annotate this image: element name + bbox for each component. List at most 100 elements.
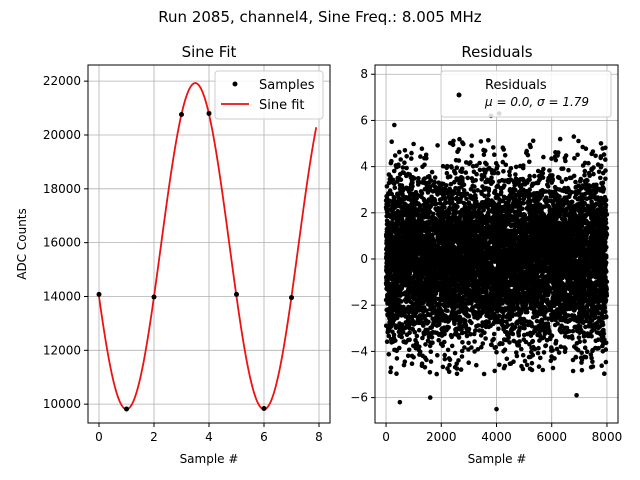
residual-point	[464, 333, 470, 339]
residual-point	[536, 345, 541, 351]
residual-point	[537, 291, 542, 297]
legend-samples-marker	[232, 81, 238, 87]
residual-point	[540, 294, 545, 299]
residual-point	[576, 335, 582, 340]
residual-point	[430, 316, 436, 322]
residual-point	[404, 154, 410, 159]
residual-point	[497, 362, 502, 368]
residual-point	[549, 156, 554, 161]
residual-point	[559, 179, 565, 184]
residual-point	[492, 368, 498, 374]
residual-point	[513, 164, 519, 170]
sample-point	[96, 291, 102, 297]
residual-point	[446, 356, 452, 361]
residual-point	[502, 153, 508, 158]
sample-point	[124, 406, 129, 412]
residual-point	[469, 143, 474, 148]
residual-point	[573, 179, 578, 185]
residual-point	[476, 323, 481, 328]
residual-point	[420, 180, 426, 185]
residual-point	[520, 352, 526, 358]
sine-fit-curve-group	[98, 82, 318, 411]
residual-point	[538, 355, 543, 361]
residual-point	[413, 167, 419, 172]
residual-point	[562, 334, 568, 339]
residual-point	[444, 163, 450, 169]
residual-point	[386, 352, 392, 357]
residual-point	[495, 170, 501, 176]
residual-point	[479, 344, 484, 350]
residual-point	[496, 326, 501, 332]
residual-point	[507, 173, 512, 178]
residual-point	[398, 177, 404, 183]
residual-point	[478, 139, 484, 144]
residual-point	[422, 155, 427, 161]
residual-point	[468, 332, 473, 337]
residual-point	[506, 333, 511, 339]
residual-point	[514, 350, 519, 355]
residual-point	[534, 261, 539, 267]
residual-point	[524, 362, 530, 368]
sine-fit-y-tick-label: 12000	[43, 343, 81, 357]
residual-point	[586, 160, 591, 166]
residual-point	[394, 356, 400, 361]
residual-point	[477, 160, 482, 166]
residual-point	[536, 364, 542, 369]
residual-point	[411, 343, 416, 349]
residual-point	[557, 136, 563, 142]
residual-point	[473, 328, 478, 333]
residual-point	[419, 146, 425, 151]
residual-point	[576, 190, 581, 195]
sine-fit-x-tick-label: 8	[315, 430, 323, 444]
figure-title: Run 2085, channel4, Sine Freq.: 8.005 MH…	[158, 8, 482, 26]
residual-point	[590, 348, 595, 354]
residual-point	[567, 175, 573, 181]
residual-point	[458, 367, 464, 372]
residual-point	[429, 169, 435, 175]
residual-point	[502, 306, 508, 311]
residual-point	[474, 362, 479, 368]
residual-point	[493, 161, 499, 166]
residual-point	[596, 169, 602, 175]
residual-point	[423, 152, 429, 158]
residual-point	[435, 192, 440, 197]
residual-point	[508, 166, 514, 171]
residuals-points-group	[383, 111, 610, 412]
sine-fit-y-tick-label: 16000	[43, 236, 81, 250]
sine-fit-x-tick-label: 6	[260, 430, 268, 444]
residual-point	[570, 368, 576, 374]
residual-point	[590, 359, 595, 365]
residual-point	[570, 357, 576, 363]
residual-point	[461, 182, 467, 188]
residual-point	[402, 148, 408, 153]
residual-point	[491, 331, 497, 337]
residual-point	[527, 366, 533, 372]
residual-point	[392, 185, 398, 191]
residual-point	[461, 188, 467, 193]
residual-point	[445, 347, 451, 353]
residual-point	[463, 170, 469, 175]
sine-fit-title: Sine Fit	[182, 43, 237, 61]
sample-point	[151, 294, 157, 300]
residual-point	[392, 153, 398, 158]
residual-point	[448, 181, 454, 187]
residual-point	[593, 153, 598, 159]
residual-point	[530, 338, 536, 344]
residual-point	[422, 176, 427, 181]
residual-point	[386, 333, 392, 339]
residual-point	[598, 141, 604, 146]
residual-point	[583, 146, 589, 151]
residual-point	[397, 149, 402, 155]
sine-fit-x-tick-label: 0	[95, 430, 103, 444]
residual-point	[577, 179, 583, 184]
residual-point	[448, 332, 454, 338]
residual-point	[520, 165, 526, 171]
residual-point	[579, 350, 584, 356]
residual-point	[494, 166, 500, 171]
residual-point	[438, 341, 444, 347]
residual-point	[475, 188, 480, 193]
residual-point	[558, 325, 563, 331]
sine-fit-line	[98, 82, 318, 411]
residual-point	[575, 152, 580, 158]
